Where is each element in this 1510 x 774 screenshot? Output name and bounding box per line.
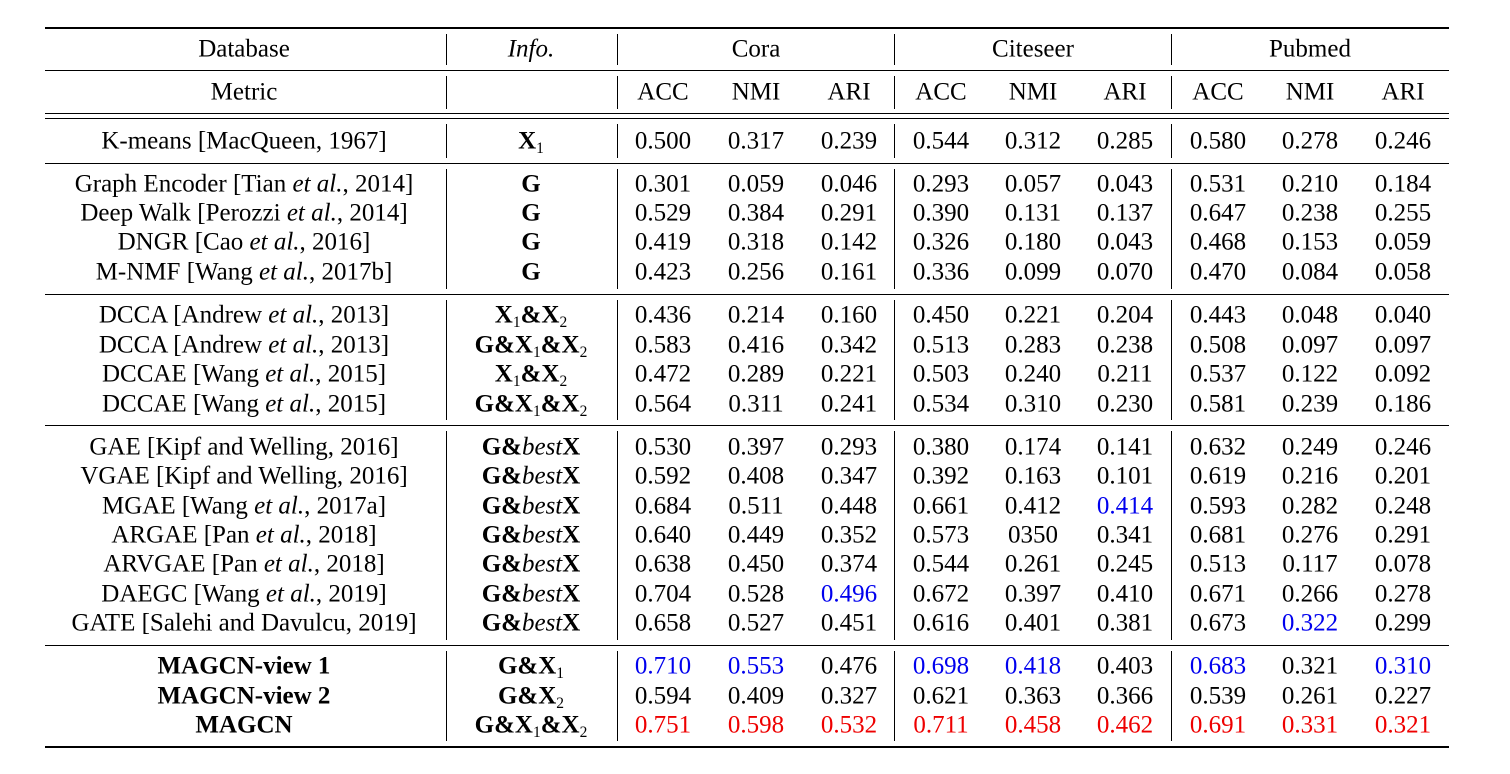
column-divider [1171,651,1172,741]
column-divider [894,169,895,289]
column-divider [894,431,895,640]
column-divider [617,169,618,289]
column-divider [446,76,447,109]
column-divider [894,34,895,65]
column-divider [617,431,618,640]
column-divider [446,300,447,420]
column-divider [1171,76,1172,109]
column-divider [617,34,618,65]
header-mid-rule [45,70,1449,71]
group-rule-2 [45,294,1449,295]
column-divider [894,124,895,158]
column-divider [894,76,895,109]
group-rule-3 [45,425,1449,426]
column-divider [446,34,447,65]
top-rule [45,27,1449,29]
column-divider [617,76,618,109]
header-double-rule-2 [45,118,1449,119]
column-divider [894,300,895,420]
bottom-rule [45,746,1449,748]
column-divider [1171,300,1172,420]
column-divider [1171,34,1172,65]
column-divider [1171,169,1172,289]
column-divider [446,651,447,741]
group-rule-1 [45,163,1449,164]
column-divider [1171,431,1172,640]
group-rule-4 [45,645,1449,646]
header-double-rule-1 [45,113,1449,114]
column-divider [446,431,447,640]
column-divider [617,651,618,741]
column-divider [894,651,895,741]
column-divider [446,169,447,289]
column-divider [617,124,618,158]
column-divider [446,124,447,158]
column-divider [617,300,618,420]
column-divider [1171,124,1172,158]
